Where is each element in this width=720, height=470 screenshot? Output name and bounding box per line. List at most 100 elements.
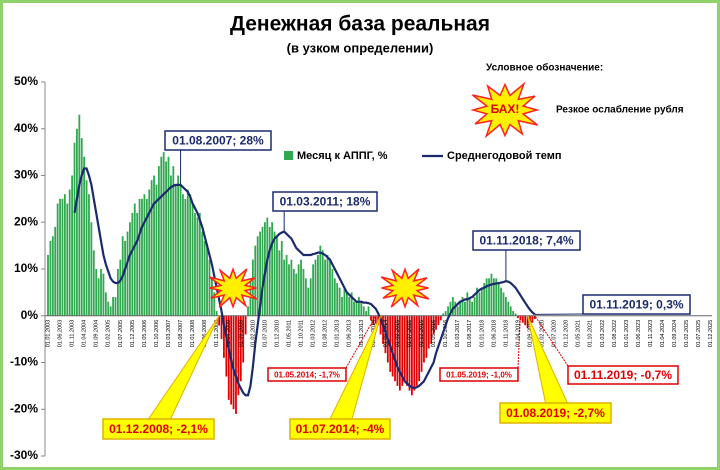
legend-note-title: Условное обозначение:	[486, 62, 603, 74]
x-tick-label: 01.04.2019	[515, 320, 521, 348]
bar	[432, 315, 435, 335]
bar	[302, 269, 305, 316]
bar	[307, 287, 310, 316]
x-tick-label: 01.11.2013	[359, 320, 365, 347]
bar	[451, 297, 454, 316]
bar	[47, 254, 49, 316]
bar	[514, 313, 517, 316]
x-tick-label: 01.03.2007	[166, 320, 172, 348]
x-tick-label: 01.03.2022	[600, 320, 606, 348]
x-tick-label: 01.04.2004	[82, 320, 88, 348]
bar	[177, 175, 180, 316]
bar	[444, 311, 447, 316]
bar	[401, 315, 404, 386]
x-tick-label: 01.12.2015	[419, 320, 425, 348]
bar	[71, 175, 73, 316]
callout-label: 01.08.2019; -2,7%	[506, 406, 605, 420]
callout-box	[102, 418, 215, 440]
bar	[191, 203, 194, 316]
callout-box	[472, 230, 581, 251]
bar	[59, 198, 61, 316]
bar	[198, 212, 201, 316]
callout-box	[567, 365, 679, 385]
bar	[126, 231, 129, 316]
legend-label: Месяц к АППГ, %	[297, 150, 388, 162]
bar	[184, 198, 187, 316]
y-tick-label: 10%	[14, 261, 38, 275]
x-tick-label: 01.07.2005	[118, 320, 124, 348]
bar	[423, 315, 425, 363]
bar	[398, 315, 401, 391]
bar	[425, 315, 428, 358]
callout-box	[582, 294, 691, 315]
bar	[495, 278, 498, 316]
bar	[78, 114, 81, 316]
bar	[283, 259, 286, 316]
bar	[247, 306, 249, 316]
bar	[413, 315, 416, 391]
x-tick-label: 01.08.2007	[178, 320, 184, 348]
bar	[218, 315, 221, 326]
bar	[232, 315, 235, 410]
bar	[276, 236, 278, 316]
x-tick-label: 01.12.2005	[130, 320, 136, 348]
x-tick-label: 01.01.2013	[335, 320, 341, 348]
x-tick-label: 01.11.2003	[70, 320, 76, 347]
bar	[100, 269, 102, 316]
y-tick-label: -30%	[10, 448, 38, 462]
bar	[490, 273, 493, 316]
bar	[160, 156, 163, 316]
bar	[478, 292, 481, 316]
x-tick-label: 01.09.2004	[94, 320, 100, 348]
y-tick-label: 0%	[21, 308, 39, 322]
bar	[314, 259, 317, 316]
chart-subtitle: (в узком определении)	[287, 40, 434, 55]
bar	[155, 184, 158, 316]
x-tick-label: 01.04.2024	[660, 320, 666, 348]
bar	[300, 259, 302, 316]
bar	[476, 287, 478, 316]
bar	[109, 306, 112, 316]
x-tick-label: 01.09.2009	[238, 320, 244, 348]
bar	[259, 231, 261, 316]
bar	[341, 297, 343, 316]
bar	[512, 311, 515, 316]
x-tick-label: 01.07.2025	[696, 320, 702, 348]
y-tick-label: -20%	[10, 401, 38, 415]
bar	[353, 301, 355, 316]
x-tick-label: 01.10.2011	[299, 320, 305, 347]
bar	[63, 194, 66, 316]
bar	[355, 301, 358, 316]
bar	[435, 315, 437, 330]
legend-label: Среднегодовой темп	[447, 150, 562, 162]
bar	[90, 222, 93, 316]
bar	[526, 315, 529, 329]
x-tick-label: 01.10.2016	[443, 320, 449, 348]
bar	[365, 311, 368, 316]
callout-pointer	[517, 315, 521, 369]
bar	[85, 180, 88, 316]
x-tick-label: 01.06.2018	[491, 320, 497, 348]
bar	[80, 138, 83, 316]
bar	[165, 161, 167, 316]
bar	[290, 259, 293, 316]
callout-label: 01.03.2011; 18%	[280, 195, 371, 209]
bar	[437, 315, 440, 326]
bar	[500, 287, 502, 316]
callout-box	[272, 191, 378, 212]
x-tick-label: 01.01.2018	[479, 320, 485, 348]
y-tick-label: -10%	[10, 355, 38, 369]
bar	[203, 240, 206, 316]
bar	[107, 301, 110, 316]
x-tick-label: 01.06.2013	[347, 320, 353, 348]
bar	[509, 306, 512, 316]
bar	[461, 297, 464, 316]
bar	[505, 297, 507, 316]
legend-burst-label: БАХ!	[491, 102, 520, 116]
x-tick-label: 01.11.2018	[503, 320, 509, 347]
bar	[502, 292, 505, 316]
bar	[324, 259, 327, 316]
bar	[237, 315, 240, 396]
bar	[329, 259, 331, 316]
